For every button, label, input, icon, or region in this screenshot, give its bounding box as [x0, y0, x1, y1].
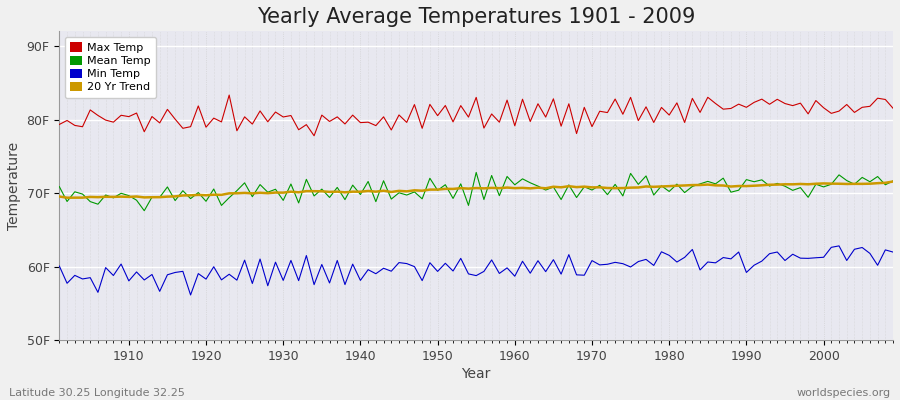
Text: Latitude 30.25 Longitude 32.25: Latitude 30.25 Longitude 32.25: [9, 388, 184, 398]
Text: worldspecies.org: worldspecies.org: [796, 388, 891, 398]
Y-axis label: Temperature: Temperature: [7, 142, 21, 230]
X-axis label: Year: Year: [462, 367, 490, 381]
Legend: Max Temp, Mean Temp, Min Temp, 20 Yr Trend: Max Temp, Mean Temp, Min Temp, 20 Yr Tre…: [65, 37, 157, 98]
Title: Yearly Average Temperatures 1901 - 2009: Yearly Average Temperatures 1901 - 2009: [257, 7, 696, 27]
